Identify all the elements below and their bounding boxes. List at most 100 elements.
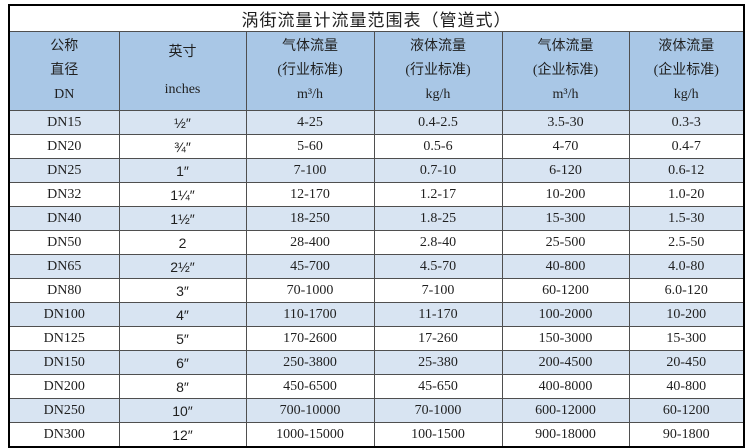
header-line: 公称: [50, 39, 79, 54]
cell-gas-industry: 7-100: [245, 158, 375, 183]
header-line: (企业标准): [653, 63, 719, 78]
cell-liquid-industry: 0.4-2.5: [373, 110, 503, 135]
header-line: (行业标准): [405, 63, 471, 78]
cell-gas-enterprise: 100-2000: [501, 302, 630, 327]
table-row: DN40 1½″ 18-250 1.8-25 15-300 1.5-30: [8, 206, 745, 231]
cell-gas-industry: 18-250: [245, 206, 375, 231]
cell-liquid-enterprise: 2.5-50: [628, 230, 745, 255]
cell-inches: 6″: [118, 350, 247, 375]
table-row: DN15 ½″ 4-25 0.4-2.5 3.5-30 0.3-3: [8, 110, 745, 135]
cell-gas-enterprise: 400-8000: [501, 374, 630, 399]
cell-liquid-industry: 2.8-40: [373, 230, 503, 255]
cell-inches: 4″: [118, 302, 247, 327]
cell-liquid-enterprise: 1.5-30: [628, 206, 745, 231]
cell-liquid-industry: 100-1500: [373, 422, 503, 448]
cell-inches: 2½″: [118, 254, 247, 279]
cell-dn: DN250: [8, 398, 120, 423]
cell-inches: 10″: [118, 398, 247, 423]
cell-liquid-industry: 45-650: [373, 374, 503, 399]
header-line: (企业标准): [532, 63, 599, 78]
col-header-liquid-industry: 液体流量 (行业标准) kg/h: [373, 31, 503, 111]
header-line: 气体流量: [537, 39, 594, 54]
cell-inches: 3″: [118, 278, 247, 303]
cell-gas-enterprise: 25-500: [501, 230, 630, 255]
cell-liquid-enterprise: 1.0-20: [628, 182, 745, 207]
cell-gas-enterprise: 150-3000: [501, 326, 630, 351]
cell-dn: DN200: [8, 374, 120, 399]
cell-gas-enterprise: 60-1200: [501, 278, 630, 303]
header-line: 液体流量: [410, 39, 466, 54]
col-header-liquid-enterprise: 液体流量 (企业标准) kg/h: [628, 31, 745, 111]
cell-inches: 2: [118, 230, 247, 255]
header-line: (行业标准): [277, 63, 343, 78]
cell-inches: 1¼″: [118, 182, 247, 207]
cell-liquid-enterprise: 40-800: [628, 374, 745, 399]
table-row: DN20 ¾″ 5-60 0.5-6 4-70 0.4-7: [8, 134, 745, 159]
header-line: 直径: [50, 63, 79, 78]
cell-gas-industry: 45-700: [245, 254, 375, 279]
table-row: DN200 8″ 450-6500 45-650 400-8000 40-800: [8, 374, 745, 399]
cell-gas-enterprise: 15-300: [501, 206, 630, 231]
table-row: DN65 2½″ 45-700 4.5-70 40-800 4.0-80: [8, 254, 745, 279]
cell-liquid-industry: 0.5-6: [373, 134, 503, 159]
cell-liquid-industry: 17-260: [373, 326, 503, 351]
title-row: 涡街流量计流量范围表（管道式）: [8, 4, 745, 32]
col-header-dn: 公称 直径 DN: [8, 31, 120, 111]
header-line: 液体流量: [658, 39, 715, 54]
table-row: DN150 6″ 250-3800 25-380 200-4500 20-450: [8, 350, 745, 375]
table-row: DN25 1″ 7-100 0.7-10 6-120 0.6-12: [8, 158, 745, 183]
table-row: DN50 2 28-400 2.8-40 25-500 2.5-50: [8, 230, 745, 255]
cell-gas-industry: 700-10000: [245, 398, 375, 423]
cell-dn: DN50: [8, 230, 120, 255]
cell-gas-industry: 110-1700: [245, 302, 375, 327]
cell-gas-enterprise: 3.5-30: [501, 110, 630, 135]
cell-inches: 12″: [118, 422, 247, 448]
col-header-inches: 英寸 inches: [118, 31, 247, 111]
cell-gas-industry: 450-6500: [245, 374, 375, 399]
cell-gas-industry: 28-400: [245, 230, 375, 255]
table-row: DN32 1¼″ 12-170 1.2-17 10-200 1.0-20: [8, 182, 745, 207]
cell-liquid-enterprise: 15-300: [628, 326, 745, 351]
cell-dn: DN15: [8, 110, 120, 135]
cell-liquid-industry: 11-170: [373, 302, 503, 327]
col-header-gas-enterprise: 气体流量 (企业标准) m³/h: [501, 31, 630, 111]
cell-dn: DN20: [8, 134, 120, 159]
header-line: inches: [164, 81, 201, 97]
table-row: DN100 4″ 110-1700 11-170 100-2000 10-200: [8, 302, 745, 327]
cell-dn: DN32: [8, 182, 120, 207]
cell-liquid-industry: 1.8-25: [373, 206, 503, 231]
cell-dn: DN40: [8, 206, 120, 231]
cell-gas-enterprise: 900-18000: [501, 422, 630, 448]
cell-dn: DN100: [8, 302, 120, 327]
cell-liquid-enterprise: 10-200: [628, 302, 745, 327]
cell-liquid-enterprise: 20-450: [628, 350, 745, 375]
cell-liquid-enterprise: 0.4-7: [628, 134, 745, 159]
cell-gas-enterprise: 40-800: [501, 254, 630, 279]
header-line: 气体流量: [282, 39, 338, 54]
cell-liquid-industry: 25-380: [373, 350, 503, 375]
cell-inches: ¾″: [118, 134, 247, 159]
cell-liquid-industry: 7-100: [373, 278, 503, 303]
cell-liquid-industry: 4.5-70: [373, 254, 503, 279]
cell-gas-industry: 12-170: [245, 182, 375, 207]
cell-dn: DN80: [8, 278, 120, 303]
cell-liquid-industry: 0.7-10: [373, 158, 503, 183]
cell-gas-enterprise: 4-70: [501, 134, 630, 159]
cell-inches: 5″: [118, 326, 247, 351]
cell-gas-enterprise: 10-200: [501, 182, 630, 207]
cell-inches: 8″: [118, 374, 247, 399]
cell-liquid-enterprise: 4.0-80: [628, 254, 745, 279]
cell-gas-industry: 4-25: [245, 110, 375, 135]
table-row: DN80 3″ 70-1000 7-100 60-1200 6.0-120: [8, 278, 745, 303]
col-header-gas-industry: 气体流量 (行业标准) m³/h: [245, 31, 375, 111]
table-row: DN250 10″ 700-10000 70-1000 600-12000 60…: [8, 398, 745, 423]
cell-liquid-enterprise: 60-1200: [628, 398, 745, 423]
cell-gas-industry: 5-60: [245, 134, 375, 159]
header-line: m³/h: [552, 87, 579, 102]
cell-liquid-enterprise: 90-1800: [628, 422, 745, 448]
table-title: 涡街流量计流量范围表（管道式）: [8, 4, 745, 32]
cell-gas-enterprise: 200-4500: [501, 350, 630, 375]
cell-gas-industry: 1000-15000: [245, 422, 375, 448]
cell-dn: DN65: [8, 254, 120, 279]
